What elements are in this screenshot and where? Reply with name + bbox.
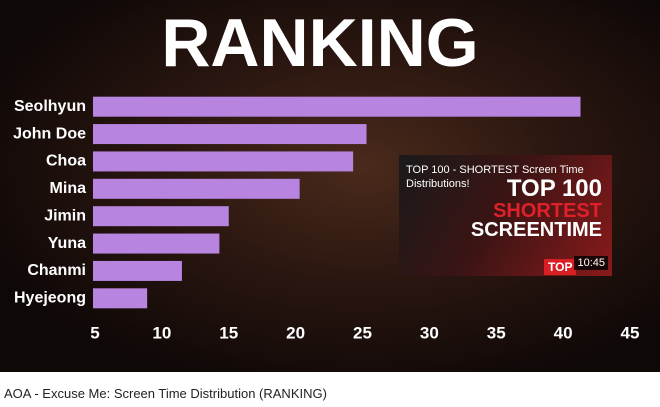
x-tick-label: 35 [487,323,506,342]
x-tick-label: 25 [353,323,372,342]
x-tick-label: 45 [621,323,640,342]
thumbnail-badge: TOP [544,259,577,275]
bar [93,206,229,227]
bar [93,151,354,172]
end-screen-card[interactable]: TOP 100 SHORTEST SCREENTIME TOP TOP 100 … [399,155,612,276]
x-tick-label: 40 [554,323,573,342]
bar [93,233,220,254]
thumbnail-text: SHORTEST [493,200,602,222]
y-tick-label: Choa [46,153,86,170]
y-tick-label: Chanmi [27,262,86,279]
bar [93,124,367,145]
x-tick-label: 20 [286,323,305,342]
y-tick-label: Hyejeong [14,290,86,307]
y-tick-label: John Doe [13,125,86,142]
bar [93,178,300,199]
thumbnail-text: SCREENTIME [470,219,602,241]
bar [93,288,148,309]
x-tick-label: 30 [420,323,439,342]
bar [93,260,182,281]
duration: 10:45 [574,256,608,270]
card-title: TOP 100 - SHORTEST Screen Time Distribut… [406,164,584,190]
x-tick-label: 5 [90,323,99,342]
video-title: AOA - Excuse Me: Screen Time Distributio… [4,386,327,401]
y-tick-label: Yuna [48,235,86,252]
y-tick-label: Jimin [44,207,86,224]
chart: RANKING 5 10 15 20 25 30 35 40 45 Seolhyun John Do… [13,5,640,342]
x-tick-label: 15 [219,323,238,342]
x-tick-label: 10 [152,323,171,342]
thumbnail-text: TOP 100 [506,175,602,202]
chart-title: RANKING [161,5,478,81]
bar [93,96,581,117]
y-tick-label: Seolhyun [14,98,86,115]
y-tick-label: Mina [50,180,87,197]
